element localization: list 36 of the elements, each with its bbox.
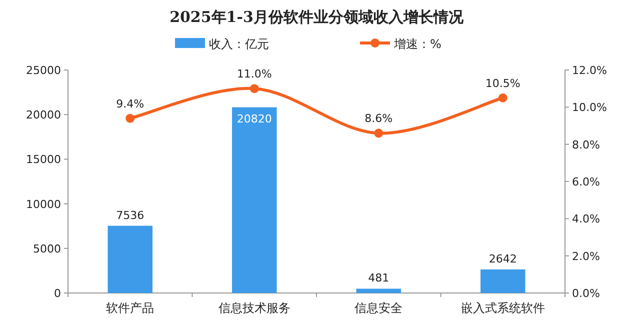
x-tick-label: 信息安全 [354,301,403,315]
y2-tick-label: 6.0% [572,176,600,188]
y-tick-label: 10000 [26,198,61,211]
y2-tick-label: 4.0% [572,212,600,226]
data-label: 10.5% [485,76,520,90]
y-tick-label: 25000 [26,64,61,77]
legend-label: 收入：亿元 [209,37,269,51]
y2-tick-label: 10.0% [572,101,607,114]
y-tick-label: 0 [54,287,61,300]
y-tick-label: 20000 [26,108,61,122]
y-tick-label: 5000 [33,242,61,256]
x-tick-label: 软件产品 [106,301,154,315]
point [126,114,135,123]
bar [356,288,401,293]
bar [108,226,152,293]
data-label: 481 [368,272,390,285]
chart-title: 2025年1-3月份软件业分领域收入增长情况 [170,8,464,26]
y2-tick-label: 12.0% [572,64,607,77]
point [498,93,508,102]
y2-tick-label: 8.0% [572,138,600,152]
bar [480,269,526,293]
data-label: 9.4% [116,97,144,110]
point [374,128,384,138]
x-tick-label: 信息技术服务 [218,301,290,315]
y-tick-label: 15000 [26,153,61,166]
data-label: 7536 [116,208,144,222]
y2-tick-label: 2.0% [572,250,600,263]
data-label: 11.0% [236,68,272,81]
bar [232,107,277,293]
x-tick-label: 嵌入式系统软件 [460,301,545,315]
point [250,84,259,94]
legend-label: 增速：% [393,37,442,51]
y2-tick-label: 0.0% [572,287,600,300]
data-label: 2642 [488,252,517,266]
data-label: 8.6% [364,112,393,126]
data-label: 20820 [236,112,272,126]
